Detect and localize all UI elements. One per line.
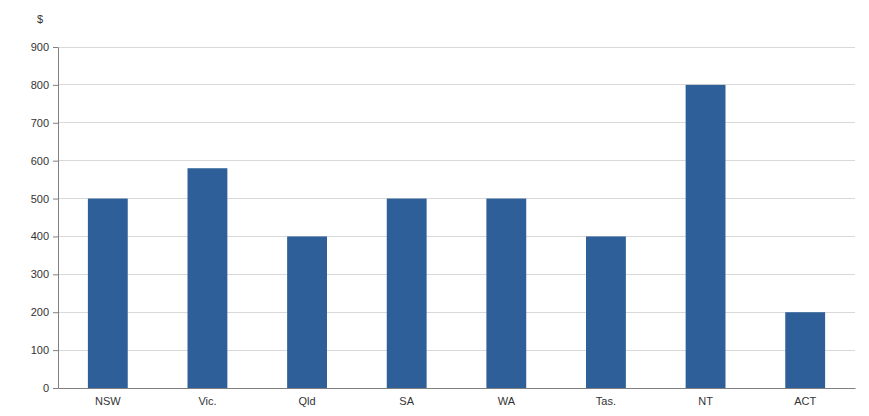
y-tick: 900 bbox=[31, 41, 58, 53]
y-tick: 0 bbox=[43, 382, 58, 394]
bar bbox=[387, 199, 427, 388]
y-tick-label: 700 bbox=[31, 117, 49, 129]
bar bbox=[188, 168, 228, 388]
x-tick-label: Qld bbox=[299, 395, 316, 407]
y-tick-label: 300 bbox=[31, 268, 49, 280]
x-tick-label: SA bbox=[399, 395, 414, 407]
y-tick: 500 bbox=[31, 193, 58, 205]
y-tick-label: 600 bbox=[31, 155, 49, 167]
y-tick: 300 bbox=[31, 268, 58, 280]
bars bbox=[88, 85, 825, 388]
y-axis-line bbox=[58, 48, 59, 389]
y-tick-label: 400 bbox=[31, 230, 49, 242]
y-tick: 400 bbox=[31, 230, 58, 242]
grid-line bbox=[58, 47, 855, 48]
bar bbox=[287, 236, 327, 388]
grid-line bbox=[58, 274, 855, 275]
grid-line bbox=[58, 236, 855, 237]
x-tick-label: NT bbox=[698, 395, 713, 407]
x-tick: Tas. bbox=[596, 388, 616, 407]
x-axis-line bbox=[59, 388, 856, 389]
grid-line bbox=[58, 350, 855, 351]
y-tick-mark bbox=[53, 47, 58, 48]
bar bbox=[686, 85, 726, 388]
y-tick-mark bbox=[53, 199, 58, 200]
x-tick-label: Tas. bbox=[596, 395, 616, 407]
y-tick-mark bbox=[53, 274, 58, 275]
x-tick-label: WA bbox=[498, 395, 516, 407]
x-tick: NT bbox=[698, 388, 713, 407]
grid bbox=[58, 47, 855, 388]
x-axis: NSW Vic. Qld SA WA Tas. NT ACT bbox=[59, 388, 856, 407]
x-tick: NSW bbox=[95, 388, 121, 407]
grid-line bbox=[58, 198, 855, 199]
bar bbox=[586, 236, 626, 388]
x-tick: Qld bbox=[299, 388, 316, 407]
x-tick-label: ACT bbox=[794, 395, 816, 407]
bar bbox=[486, 199, 526, 388]
y-tick-label: 0 bbox=[43, 382, 49, 394]
y-tick-label: 900 bbox=[31, 41, 49, 53]
y-tick-mark bbox=[53, 236, 58, 237]
grid-line bbox=[58, 312, 855, 313]
plot: 0 100 200 300 400 500 600 700 800 900 NSW Vic. Qld SA… bbox=[31, 41, 856, 407]
y-tick: 200 bbox=[31, 306, 58, 318]
y-tick-label: 800 bbox=[31, 79, 49, 91]
y-tick-mark bbox=[53, 161, 58, 162]
y-tick: 600 bbox=[31, 155, 58, 167]
y-axis: 0 100 200 300 400 500 600 700 800 900 bbox=[31, 41, 59, 394]
grid-line bbox=[58, 122, 855, 123]
grid-line bbox=[58, 160, 855, 161]
y-tick: 800 bbox=[31, 79, 58, 91]
y-tick-label: 500 bbox=[31, 193, 49, 205]
y-axis-title: $ bbox=[37, 13, 43, 25]
chart: 0 100 200 300 400 500 600 700 800 900 NSW Vic. Qld SA… bbox=[0, 0, 869, 416]
y-tick-mark bbox=[53, 388, 58, 389]
x-tick: SA bbox=[399, 388, 414, 407]
x-tick: Vic. bbox=[198, 388, 216, 407]
bar bbox=[88, 199, 128, 388]
y-tick-label: 100 bbox=[31, 344, 49, 356]
y-tick: 100 bbox=[31, 344, 58, 356]
y-tick-mark bbox=[53, 85, 58, 86]
grid-line bbox=[58, 84, 855, 85]
y-tick-label: 200 bbox=[31, 306, 49, 318]
x-tick: WA bbox=[498, 388, 516, 407]
x-tick-label: Vic. bbox=[198, 395, 216, 407]
x-tick: ACT bbox=[794, 388, 816, 407]
bar bbox=[785, 312, 825, 388]
y-tick-mark bbox=[53, 312, 58, 313]
grid-line bbox=[58, 388, 855, 389]
y-tick-mark bbox=[53, 123, 58, 124]
y-tick: 700 bbox=[31, 117, 58, 129]
y-tick-mark bbox=[53, 350, 58, 351]
x-tick-label: NSW bbox=[95, 395, 121, 407]
